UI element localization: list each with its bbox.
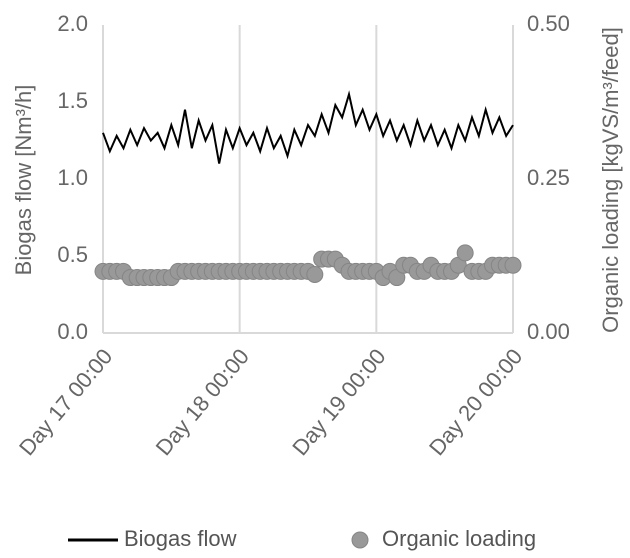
marker (456, 244, 474, 262)
y2-tick-label: 0.50 (527, 11, 570, 36)
legend-marker (351, 531, 369, 549)
y-tick-label: 0.0 (57, 319, 88, 344)
y2-axis-label: Organic loading [kgVS/m³/feed] (598, 27, 623, 333)
y-tick-label: 1.0 (57, 165, 88, 190)
marker (504, 256, 522, 274)
y-tick-label: 2.0 (57, 11, 88, 36)
legend-label: Organic loading (382, 526, 536, 551)
x-tick-label: Day 20 00:00 (424, 344, 527, 460)
marker (306, 265, 324, 283)
x-tick-label: Day 17 00:00 (14, 344, 117, 460)
y-tick-label: 1.5 (57, 88, 88, 113)
y2-tick-label: 0.25 (527, 165, 570, 190)
y2-tick-label: 0.00 (527, 319, 570, 344)
x-tick-label: Day 18 00:00 (151, 344, 254, 460)
line (102, 90, 514, 164)
x-tick-label: Day 19 00:00 (287, 344, 390, 460)
legend-label: Biogas flow (124, 526, 237, 551)
y-tick-label: 0.5 (57, 242, 88, 267)
y-axis-label: Biogas flow [Nm³/h] (11, 85, 36, 276)
